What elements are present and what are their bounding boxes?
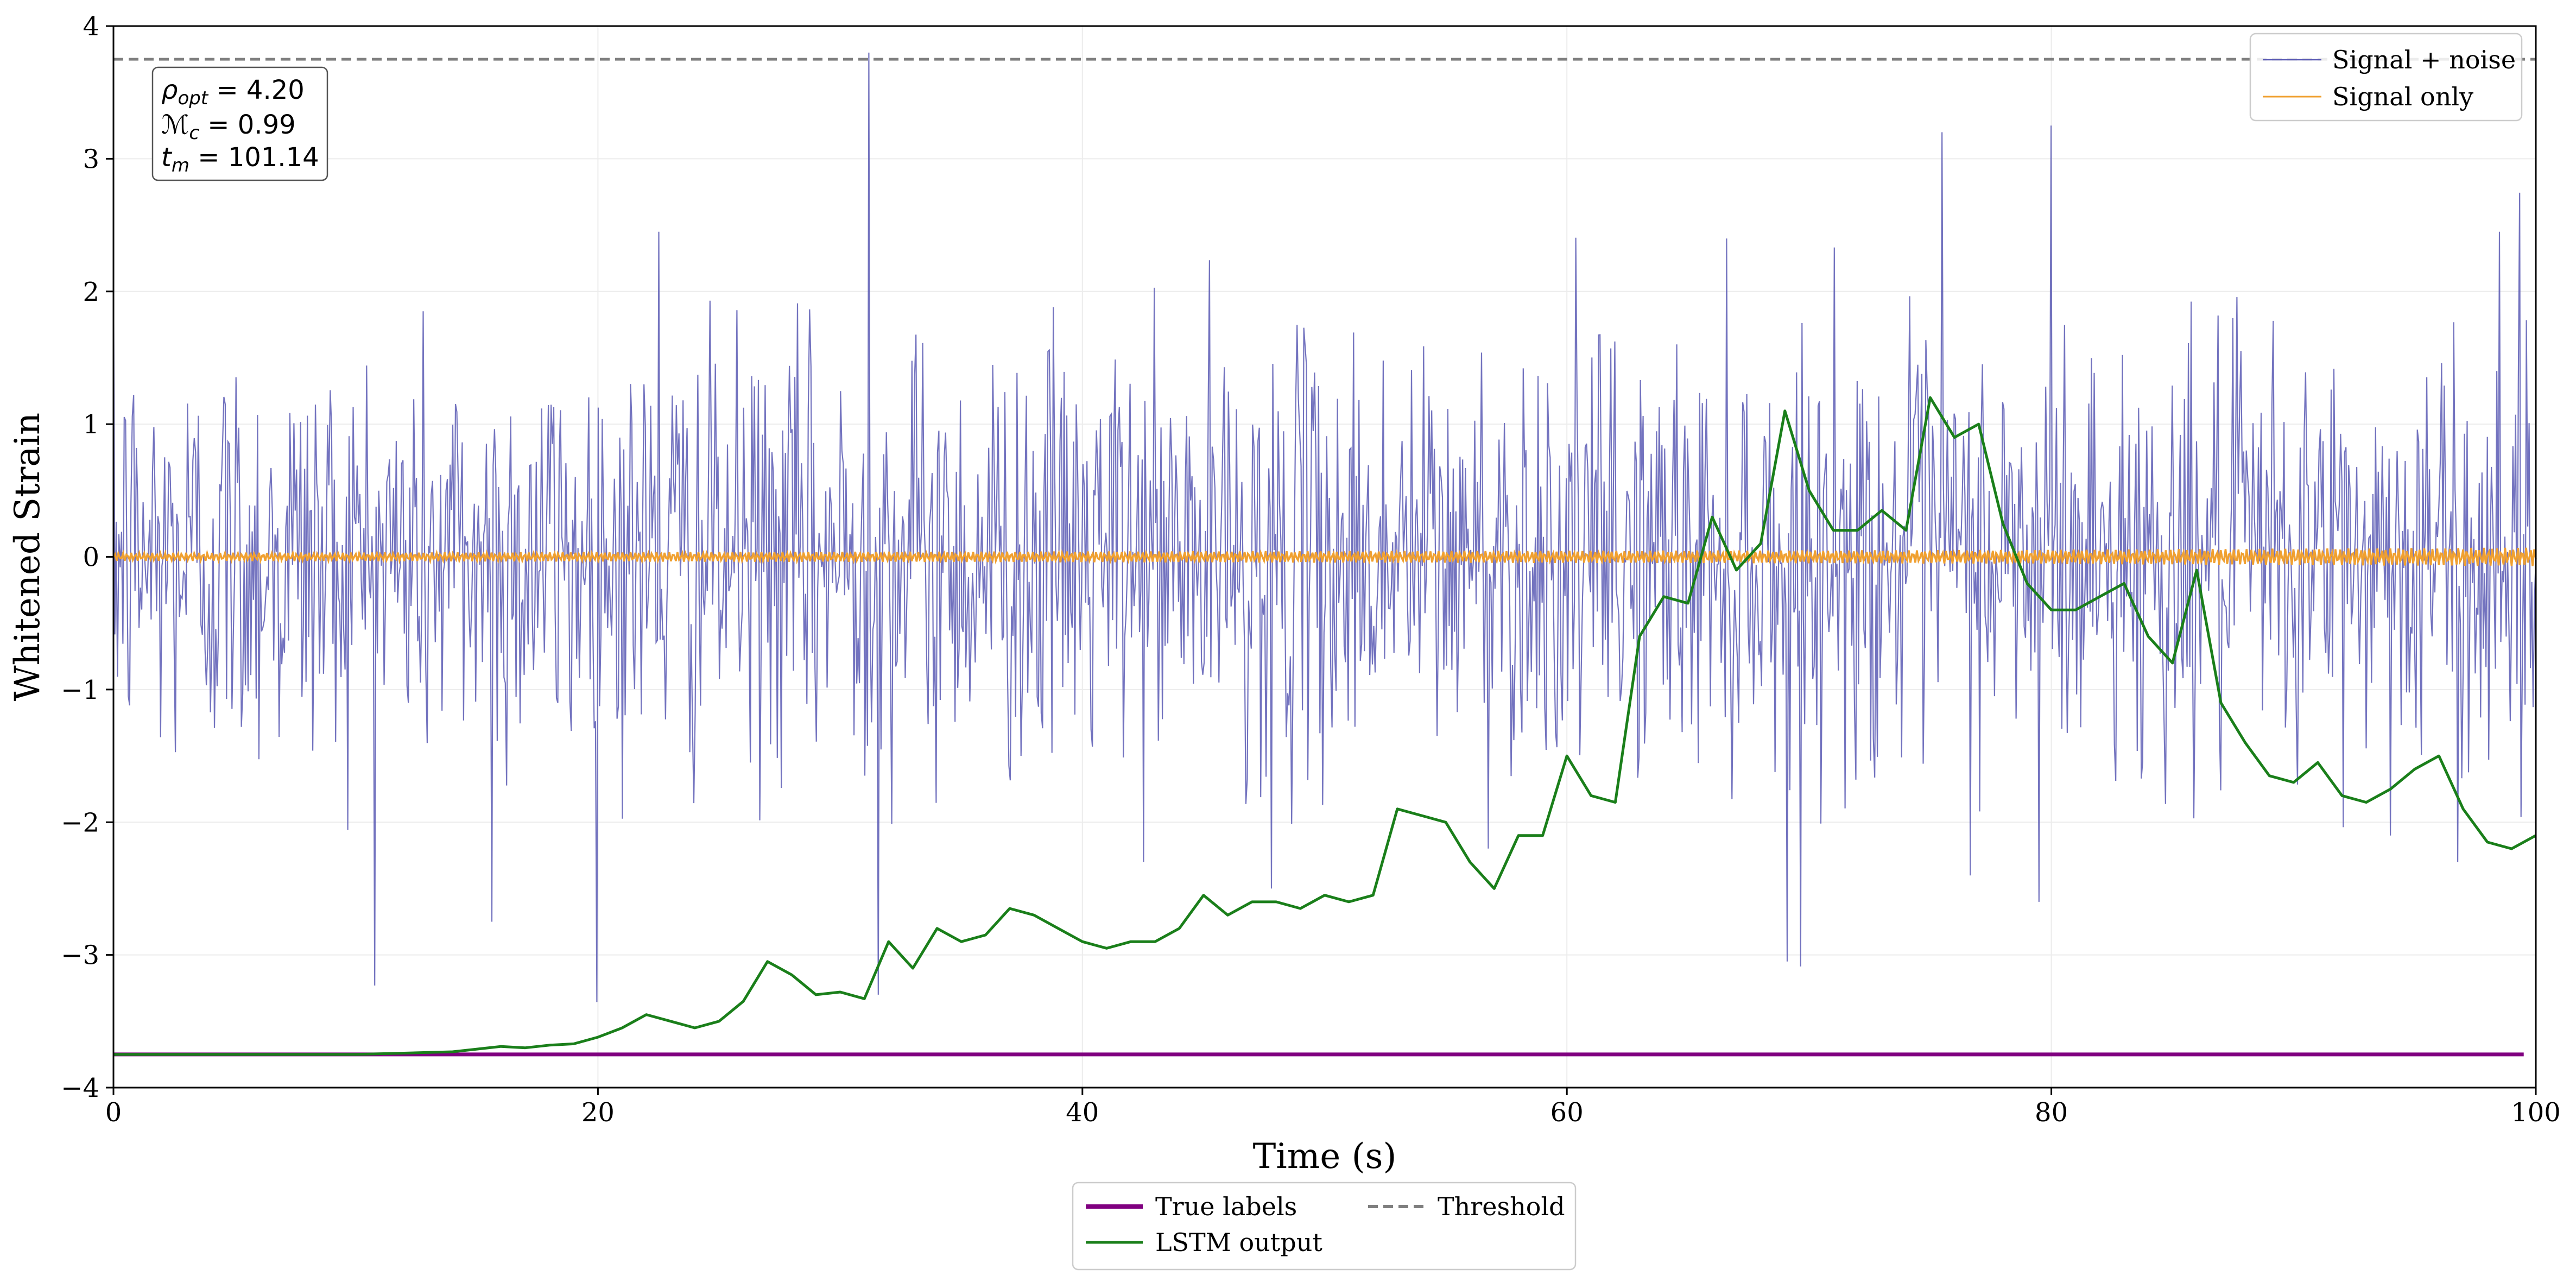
annotation-rho: ρopt = 4.20 [161, 75, 305, 109]
legend-upper-box [2249, 33, 2523, 122]
annotation-chirp-mass: ℳc = 0.99 [161, 110, 296, 144]
annotation-box: ρopt = 4.20 ℳc = 0.99 tm = 101.14 [151, 66, 328, 181]
legend-label: Signal only [2332, 82, 2473, 111]
y-tick-label: 1 [83, 409, 99, 440]
legend-lower: True labels LSTM output Threshold [1072, 1182, 1577, 1271]
annotation-merger-time: tm = 101.14 [161, 142, 319, 176]
series-lstm-output [113, 396, 2537, 1056]
x-tick-label: 80 [2035, 1097, 2068, 1128]
y-tick-label: −4 [61, 1073, 99, 1103]
x-axis-label: Time (s) [1253, 1136, 1397, 1177]
x-tick-label: 20 [581, 1097, 615, 1128]
y-tick-label: 0 [83, 542, 99, 573]
legend-label: Signal + noise [2332, 45, 2516, 74]
y-tick-label: −3 [61, 940, 99, 971]
series-layer [112, 52, 2537, 1057]
series-signal-only [112, 547, 2537, 566]
y-tick-label: 4 [83, 11, 99, 42]
legend-lower-box [1072, 1182, 1577, 1271]
x-tick-label: 0 [105, 1097, 122, 1128]
y-tick-label: −2 [61, 807, 99, 838]
series-signal-plus-noise [112, 52, 2537, 1002]
y-tick-label: 3 [83, 144, 99, 174]
y-tick-label: 2 [83, 277, 99, 307]
legend-label: True labels [1155, 1192, 1297, 1221]
x-tick-label: 40 [1066, 1097, 1099, 1128]
y-tick-label: −1 [61, 675, 99, 705]
x-tick-label: 100 [2511, 1097, 2561, 1128]
axis-ticks: 0 20 40 60 80 100 −4 −3 −2 −1 0 1 2 3 4 [61, 11, 2561, 1128]
x-tick-label: 60 [1550, 1097, 1584, 1128]
legend-label: Threshold [1438, 1192, 1565, 1221]
legend-upper: Signal + noise Signal only [2249, 33, 2523, 122]
legend-label: LSTM output [1155, 1228, 1322, 1257]
y-axis-label: Whitened Strain [8, 413, 48, 701]
